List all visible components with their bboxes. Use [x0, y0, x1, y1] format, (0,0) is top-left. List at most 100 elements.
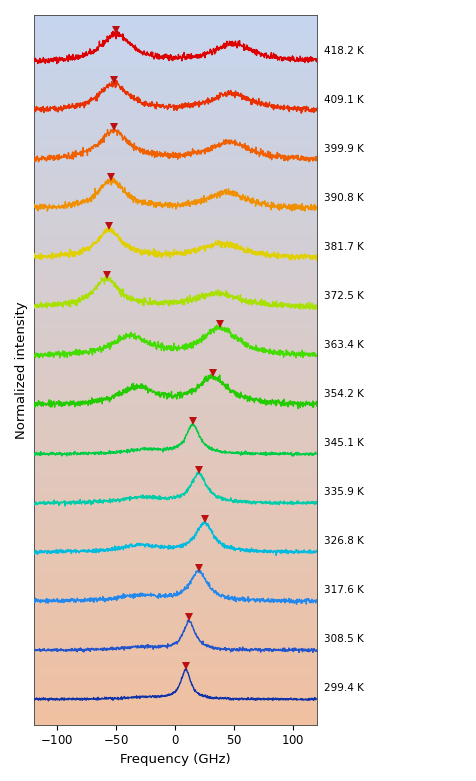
Bar: [33, 706, 317, 708]
Bar: [33, 330, 317, 332]
Bar: [33, 417, 317, 419]
Bar: [33, 311, 317, 313]
Bar: [33, 590, 317, 592]
Bar: [33, 708, 317, 711]
Bar: [33, 713, 317, 715]
Bar: [33, 318, 317, 320]
Bar: [33, 419, 317, 422]
Bar: [33, 180, 317, 183]
Bar: [33, 263, 317, 266]
Bar: [33, 301, 317, 304]
Bar: [33, 219, 317, 221]
Bar: [33, 609, 317, 612]
Bar: [33, 358, 317, 360]
Text: 372.5 K: 372.5 K: [324, 291, 364, 301]
Text: 418.2 K: 418.2 K: [324, 45, 364, 55]
Bar: [33, 394, 317, 396]
Bar: [33, 107, 317, 109]
Bar: [33, 612, 317, 614]
Bar: [33, 665, 317, 668]
Bar: [33, 380, 317, 382]
Bar: [33, 261, 317, 263]
Bar: [33, 134, 317, 136]
Bar: [33, 469, 317, 472]
Bar: [33, 290, 317, 292]
Bar: [33, 141, 317, 143]
Bar: [33, 670, 317, 672]
Bar: [33, 597, 317, 599]
Bar: [33, 448, 317, 451]
Bar: [33, 557, 317, 559]
Bar: [33, 373, 317, 375]
Bar: [33, 408, 317, 410]
Bar: [33, 387, 317, 389]
Bar: [33, 88, 317, 91]
Bar: [33, 86, 317, 88]
Text: 409.1 K: 409.1 K: [324, 95, 364, 105]
Bar: [33, 285, 317, 287]
Bar: [33, 226, 317, 228]
Bar: [33, 692, 317, 694]
Bar: [33, 529, 317, 531]
Bar: [33, 366, 317, 368]
Bar: [33, 601, 317, 604]
Bar: [33, 426, 317, 429]
Bar: [33, 460, 317, 462]
Bar: [33, 483, 317, 486]
Bar: [33, 205, 317, 207]
Bar: [33, 493, 317, 495]
Bar: [33, 587, 317, 590]
Bar: [33, 299, 317, 301]
Bar: [33, 62, 317, 65]
Bar: [33, 526, 317, 529]
Bar: [33, 580, 317, 583]
Bar: [33, 65, 317, 67]
Bar: [33, 405, 317, 408]
Bar: [33, 17, 317, 20]
Bar: [33, 488, 317, 490]
Text: 354.2 K: 354.2 K: [324, 389, 364, 398]
Bar: [33, 543, 317, 545]
Bar: [33, 166, 317, 169]
Bar: [33, 640, 317, 642]
Bar: [33, 105, 317, 107]
Bar: [33, 566, 317, 569]
Bar: [33, 642, 317, 644]
Bar: [33, 320, 317, 323]
Bar: [33, 424, 317, 426]
Bar: [33, 697, 317, 699]
Bar: [33, 533, 317, 536]
Bar: [33, 353, 317, 355]
Bar: [33, 183, 317, 185]
Bar: [33, 545, 317, 547]
Bar: [33, 240, 317, 242]
Bar: [33, 633, 317, 635]
Bar: [33, 223, 317, 226]
Bar: [33, 362, 317, 366]
Bar: [33, 70, 317, 72]
Text: 381.7 K: 381.7 K: [324, 241, 364, 251]
Bar: [33, 259, 317, 261]
Bar: [33, 60, 317, 62]
Bar: [33, 112, 317, 114]
Bar: [33, 148, 317, 150]
Bar: [33, 536, 317, 538]
Bar: [33, 84, 317, 86]
Bar: [33, 647, 317, 649]
Bar: [33, 266, 317, 268]
Bar: [33, 127, 317, 129]
Bar: [33, 46, 317, 48]
Bar: [33, 171, 317, 173]
Bar: [33, 24, 317, 27]
Bar: [33, 287, 317, 290]
Bar: [33, 458, 317, 460]
Bar: [33, 185, 317, 187]
Bar: [33, 594, 317, 597]
Bar: [33, 690, 317, 692]
Y-axis label: Normalized intensity: Normalized intensity: [15, 301, 28, 439]
Bar: [33, 623, 317, 626]
Bar: [33, 173, 317, 176]
Bar: [33, 686, 317, 690]
Bar: [33, 228, 317, 230]
Bar: [33, 704, 317, 706]
